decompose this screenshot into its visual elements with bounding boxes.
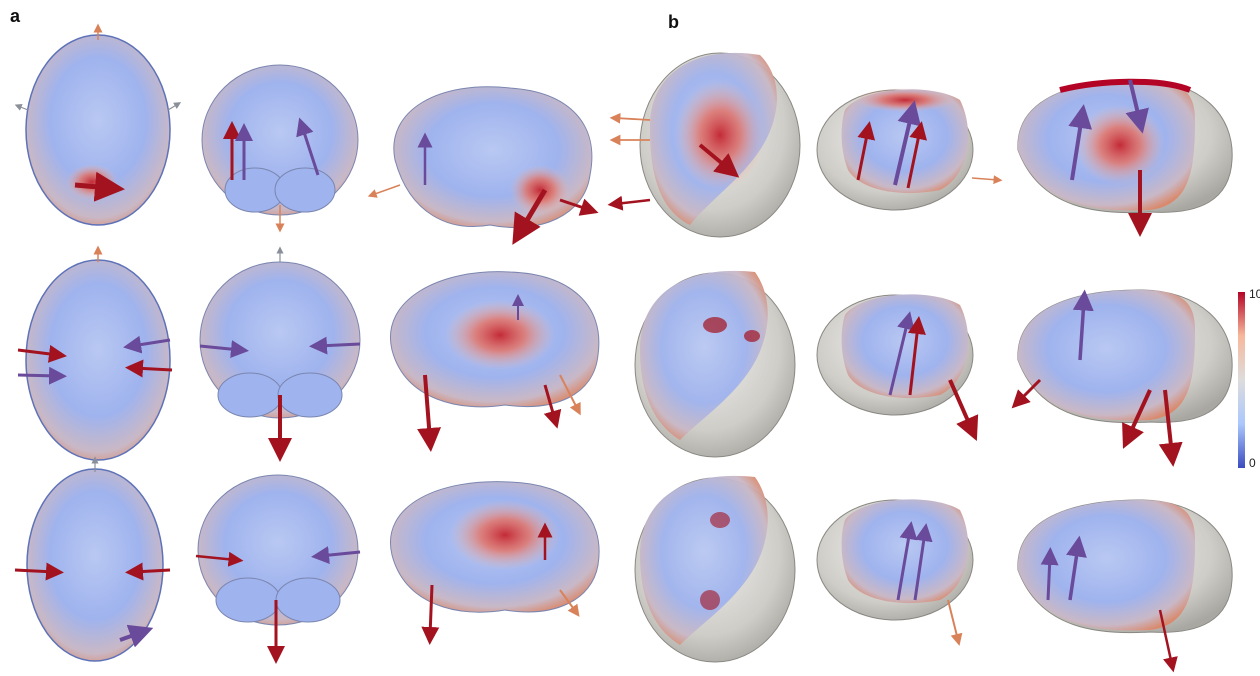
brain-sagittal-a-r2 xyxy=(390,271,600,452)
brain-skull-b-r3 xyxy=(634,475,796,663)
brain-skull-b-r1 xyxy=(607,52,801,238)
brain-coronal-a-r3 xyxy=(195,474,361,664)
brain-coronal-b-r3 xyxy=(816,499,974,646)
colorbar-max-label: 10 xyxy=(1249,287,1260,301)
panel-label-b: b xyxy=(668,12,679,32)
brain-sagittal-b-r2 xyxy=(1011,289,1233,467)
brain-coronal-a-r1 xyxy=(201,64,359,233)
brain-sagittal-a-r3 xyxy=(390,481,600,645)
brain-coronal-b-r1 xyxy=(816,88,1003,211)
brain-axial-a-r2 xyxy=(17,245,173,461)
brain-sagittal-a-r1 xyxy=(367,86,599,245)
colorbar xyxy=(1238,292,1245,468)
brain-axial-a-r3 xyxy=(14,456,171,662)
brain-sagittal-b-r3 xyxy=(1017,499,1233,673)
panel-label-a: a xyxy=(10,6,21,26)
brain-coronal-b-r2 xyxy=(816,294,979,441)
colorbar-min-label: 0 xyxy=(1249,456,1256,470)
brain-sagittal-b-r1 xyxy=(1017,78,1233,237)
brain-axial-a-r1 xyxy=(14,23,182,226)
brain-skull-b-r2 xyxy=(634,270,796,458)
brain-coronal-a-r2 xyxy=(199,246,361,462)
